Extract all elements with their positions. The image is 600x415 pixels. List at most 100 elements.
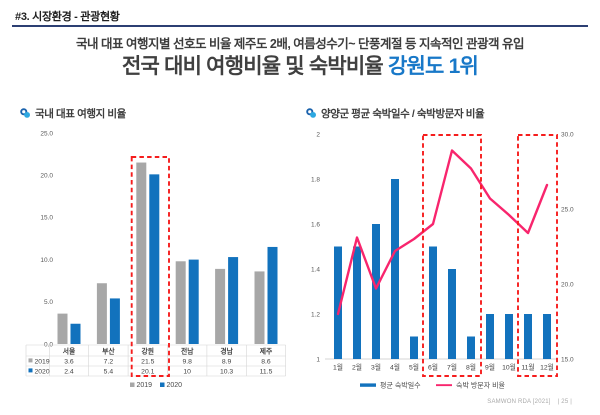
bar-month-5월 — [410, 336, 418, 359]
table-category-header: 제주 — [260, 346, 273, 355]
bar-month-12월 — [543, 314, 551, 359]
table-cell-value: 10 — [183, 369, 191, 376]
bar-2019 — [215, 268, 226, 344]
x-axis-label: 10월 — [502, 363, 516, 372]
main-title-highlight: 강원도 1위 — [387, 55, 479, 78]
bar-month-3월 — [372, 224, 380, 359]
slide-main-title: 전국 대비 여행비율 및 숙박비율 강원도 1위 — [0, 50, 600, 80]
table-cell-value: 9.8 — [182, 359, 192, 366]
bar-month-6월 — [429, 246, 437, 359]
highlight-box-months — [517, 134, 558, 377]
bar-2020 — [267, 246, 278, 344]
bar-2020 — [149, 174, 160, 344]
bar-2020 — [188, 259, 199, 344]
bar-2019 — [57, 313, 68, 344]
legend-marker-bar — [360, 383, 376, 387]
bar-month-2월 — [353, 246, 361, 359]
x-axis-label: 12월 — [540, 363, 554, 372]
legend-label-bar: 평균 숙박일수 — [380, 380, 421, 389]
table-cell-value: 2.4 — [64, 369, 74, 376]
left-y-tick-label: 1 — [316, 356, 320, 363]
slide-footer: SAMWON RDA [2021] | 25 | — [487, 399, 572, 405]
table-cell-value: 3.6 — [64, 359, 74, 366]
legend-label: 2020 — [167, 382, 183, 389]
x-axis-label: 3월 — [371, 363, 381, 372]
left-y-tick-label: 1.2 — [311, 311, 320, 318]
footer-source: SAMWON RDA [2021] — [487, 399, 551, 405]
dual-circle-bullet-icon — [20, 108, 31, 119]
right-y-tick-label: 25.0 — [561, 206, 574, 213]
left-chart-title-text: 국내 대표 여행지 비율 — [35, 108, 126, 120]
left-chart-title: 국내 대표 여행지 비율 — [20, 106, 126, 121]
header-divider — [12, 25, 588, 27]
dual-circle-bullet-icon — [306, 108, 317, 119]
bar-2019 — [254, 271, 265, 344]
bar-month-9월 — [486, 314, 494, 359]
table-row-series-marker — [28, 358, 33, 363]
table-cell-value: 5.4 — [104, 369, 114, 376]
main-title-plain: 전국 대비 여행비율 및 숙박비율 — [122, 55, 388, 78]
left-y-tick-label: 2 — [316, 131, 320, 138]
legend-label-line: 숙박 방문자 비율 — [456, 380, 506, 389]
right-chart-title: 양양군 평균 숙박일수 / 숙박방문자 비율 — [306, 106, 485, 121]
y-axis-tick-label: 10.0 — [40, 257, 53, 264]
table-category-header: 전남 — [181, 346, 194, 355]
table-category-header: 강원 — [142, 346, 155, 355]
x-axis-label: 11월 — [521, 363, 534, 372]
bar-month-4월 — [391, 179, 399, 359]
left-y-tick-label: 1.8 — [311, 176, 320, 183]
left-y-tick-label: 1.6 — [311, 221, 320, 228]
table-category-header: 서울 — [63, 346, 76, 355]
bar-month-1월 — [334, 246, 342, 359]
right-y-tick-label: 30.0 — [561, 131, 574, 138]
bar-2020 — [109, 298, 120, 344]
right-chart-title-text: 양양군 평균 숙박일수 / 숙박방문자 비율 — [321, 108, 485, 120]
table-cell-value: 10.3 — [220, 369, 233, 376]
table-cell-value: 8.6 — [261, 359, 271, 366]
table-category-header: 부산 — [102, 346, 115, 355]
bar-2020 — [228, 257, 239, 344]
legend-marker-line — [436, 384, 452, 387]
table-cell-value: 8.9 — [222, 359, 232, 366]
x-axis-label: 8월 — [466, 363, 476, 372]
bar-2020 — [70, 323, 81, 344]
bar-month-7월 — [448, 269, 456, 359]
right-y-tick-label: 20.0 — [561, 281, 574, 288]
table-row-series-marker — [28, 368, 33, 373]
table-cell-value: 11.5 — [260, 369, 273, 376]
table-cell-value: 7.2 — [104, 359, 114, 366]
table-cell-value: 20.1 — [141, 369, 154, 376]
highlight-box-gangwon — [130, 156, 170, 377]
x-axis-label: 5월 — [409, 363, 419, 372]
visitor-ratio-line — [336, 149, 549, 316]
x-axis-label: 4월 — [390, 363, 400, 372]
table-category-header: 경남 — [220, 346, 233, 355]
legend-marker-2020 — [160, 382, 165, 387]
left-y-tick-label: 1.4 — [311, 266, 320, 273]
y-axis-tick-label: 5.0 — [44, 299, 53, 306]
table-row-series-label: 2019 — [35, 359, 50, 366]
x-axis-label: 2월 — [352, 363, 362, 372]
footer-page-number: | 25 | — [557, 399, 572, 405]
highlight-box-months — [422, 134, 482, 377]
x-axis-label: 1월 — [333, 363, 343, 372]
slide-section-header: #3. 시장환경 - 관광현황 — [15, 11, 120, 23]
bar-2019 — [175, 261, 186, 344]
bar-month-8월 — [467, 336, 475, 359]
yangyang-lodging-combo-chart: 2 1.8 1.6 1.4 1.2 1 30.0 25.0 20.0 15.0 1월 2월 3월 4월 5월… — [311, 131, 574, 389]
bar-2019 — [136, 162, 147, 344]
right-y-tick-label: 15.0 — [561, 356, 574, 363]
table-cell-value: 21.5 — [141, 359, 154, 366]
x-axis-label: 7월 — [447, 363, 457, 372]
bar-month-10월 — [505, 314, 513, 359]
legend-marker-2019 — [130, 382, 135, 387]
bar-2019 — [96, 283, 107, 344]
y-axis-tick-label: 20.0 — [40, 173, 53, 180]
y-axis-tick-label: 25.0 — [40, 130, 53, 137]
y-axis-tick-label: 15.0 — [40, 215, 53, 222]
bar-month-11월 — [524, 314, 532, 359]
x-axis-label: 9월 — [485, 363, 495, 372]
x-axis-label: 6월 — [428, 363, 438, 372]
